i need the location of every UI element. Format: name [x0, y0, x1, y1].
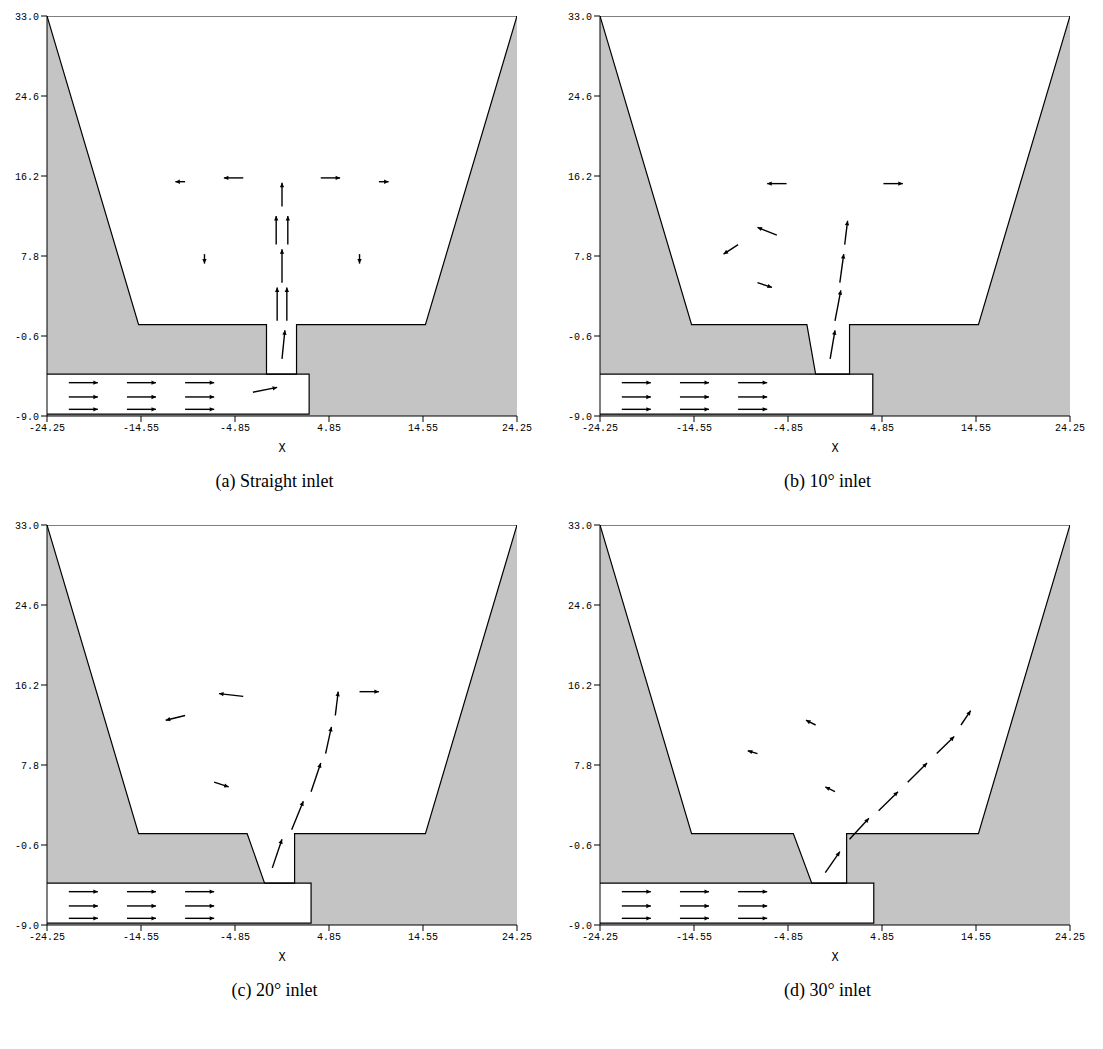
svg-text:7.8: 7.8	[21, 761, 39, 772]
html-text:(a) Straight inlet: (a) Straight inlet	[215, 471, 334, 491]
svg-text:33.0: 33.0	[568, 521, 592, 532]
svg-text:24.6: 24.6	[568, 601, 592, 612]
svg-text:-4.85: -4.85	[773, 423, 803, 434]
svg-text:24.25: 24.25	[502, 932, 532, 943]
svg-text:-4.85: -4.85	[220, 932, 250, 943]
svg-text:-0.6: -0.6	[15, 841, 39, 852]
svg-text:-9.0: -9.0	[568, 412, 592, 423]
svg-text:16.2: 16.2	[15, 681, 39, 692]
html-text:(b) 10° inlet: (b) 10° inlet	[783, 471, 872, 491]
svg-text:4.85: 4.85	[870, 932, 894, 943]
svg-text:X: X	[278, 442, 285, 456]
svg-text:-0.6: -0.6	[568, 332, 592, 343]
svg-text:24.25: 24.25	[1055, 423, 1085, 434]
svg-text:14.55: 14.55	[961, 932, 991, 943]
svg-text:24.6: 24.6	[15, 92, 39, 103]
html-text:(d) 30° inlet: (d) 30° inlet	[783, 980, 872, 1000]
svg-text:24.25: 24.25	[1055, 932, 1085, 943]
svg-text:-24.25: -24.25	[29, 423, 65, 434]
svg-text:4.85: 4.85	[870, 423, 894, 434]
svg-text:-9.0: -9.0	[15, 412, 39, 423]
svg-text:X: X	[278, 951, 285, 965]
svg-text:24.6: 24.6	[568, 92, 592, 103]
svg-text:X: X	[831, 951, 838, 965]
svg-text:-14.55: -14.55	[676, 932, 712, 943]
svg-text:4.85: 4.85	[317, 932, 341, 943]
svg-text:-14.55: -14.55	[123, 423, 159, 434]
svg-text:X: X	[831, 442, 838, 456]
svg-text:-24.25: -24.25	[582, 932, 618, 943]
svg-text:-4.85: -4.85	[773, 932, 803, 943]
svg-text:14.55: 14.55	[408, 423, 438, 434]
svg-text:16.2: 16.2	[568, 681, 592, 692]
svg-text:24.25: 24.25	[502, 423, 532, 434]
svg-text:4.85: 4.85	[317, 423, 341, 434]
svg-text:-14.55: -14.55	[676, 423, 712, 434]
svg-text:33.0: 33.0	[15, 521, 39, 532]
svg-text:16.2: 16.2	[15, 172, 39, 183]
svg-text:7.8: 7.8	[21, 252, 39, 263]
html-text:(c) 20° inlet: (c) 20° inlet	[231, 980, 318, 1000]
svg-text:-0.6: -0.6	[15, 332, 39, 343]
svg-text:-4.85: -4.85	[220, 423, 250, 434]
svg-text:-14.55: -14.55	[123, 932, 159, 943]
svg-text:-9.0: -9.0	[568, 921, 592, 932]
svg-text:-9.0: -9.0	[15, 921, 39, 932]
svg-text:-0.6: -0.6	[568, 841, 592, 852]
svg-text:-24.25: -24.25	[29, 932, 65, 943]
svg-text:33.0: 33.0	[568, 12, 592, 23]
svg-text:7.8: 7.8	[574, 761, 592, 772]
svg-text:33.0: 33.0	[15, 12, 39, 23]
svg-text:24.6: 24.6	[15, 601, 39, 612]
svg-text:7.8: 7.8	[574, 252, 592, 263]
svg-text:16.2: 16.2	[568, 172, 592, 183]
svg-text:14.55: 14.55	[408, 932, 438, 943]
svg-text:14.55: 14.55	[961, 423, 991, 434]
svg-text:-24.25: -24.25	[582, 423, 618, 434]
